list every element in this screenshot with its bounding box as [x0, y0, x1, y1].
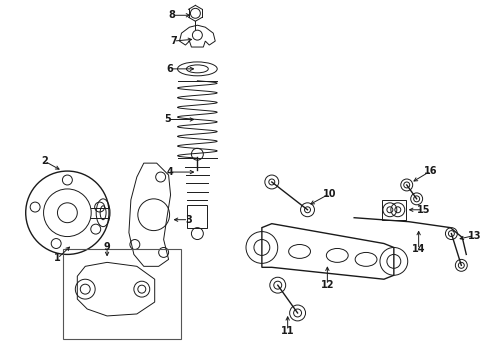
Text: 9: 9 — [104, 243, 110, 252]
Text: 11: 11 — [281, 326, 294, 336]
Text: 3: 3 — [185, 215, 192, 225]
Text: 4: 4 — [166, 167, 173, 177]
Text: 13: 13 — [467, 230, 481, 240]
Text: 5: 5 — [164, 114, 171, 125]
Text: 15: 15 — [417, 205, 430, 215]
Bar — [63, 249, 180, 339]
Text: 7: 7 — [170, 36, 177, 46]
Text: 2: 2 — [41, 156, 48, 166]
Text: 1: 1 — [54, 253, 61, 264]
Text: 12: 12 — [320, 280, 334, 290]
Text: 16: 16 — [424, 166, 437, 176]
Bar — [188, 205, 207, 228]
Text: 8: 8 — [168, 10, 175, 20]
Text: 10: 10 — [322, 189, 336, 199]
Bar — [382, 200, 406, 220]
Text: 6: 6 — [166, 64, 173, 74]
Text: 14: 14 — [412, 244, 425, 255]
